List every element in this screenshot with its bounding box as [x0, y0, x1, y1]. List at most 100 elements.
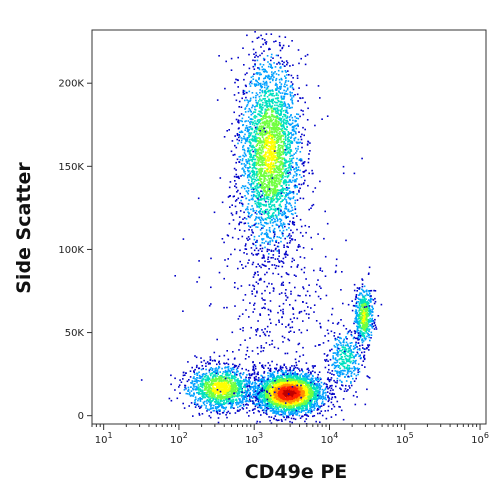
event-dot	[271, 141, 273, 143]
event-dot	[295, 179, 297, 182]
event-dot	[268, 194, 271, 196]
event-dot	[254, 135, 257, 137]
event-dot	[302, 162, 305, 165]
event-dot	[305, 84, 308, 87]
event-dot	[278, 138, 280, 140]
event-dot	[282, 135, 285, 137]
event-dot	[298, 183, 300, 186]
event-dot	[275, 88, 277, 90]
event-dot	[267, 198, 270, 201]
event-dot	[274, 119, 277, 121]
event-dot	[260, 278, 262, 281]
event-dot	[285, 60, 288, 62]
event-dot	[275, 115, 277, 118]
event-dot	[274, 159, 276, 162]
event-dot	[270, 410, 273, 412]
event-dot	[278, 122, 280, 124]
event-dot	[245, 218, 248, 220]
event-dot	[261, 52, 263, 55]
event-dot	[278, 174, 281, 177]
event-dot	[257, 373, 259, 376]
event-dot	[252, 158, 255, 161]
event-dot	[298, 158, 301, 161]
event-dot	[237, 189, 239, 192]
event-dot	[307, 411, 309, 414]
event-dot	[252, 162, 255, 165]
event-dot	[264, 187, 266, 190]
event-dot	[277, 191, 280, 194]
event-dot	[258, 206, 261, 209]
event-dot	[263, 198, 266, 201]
event-dot	[270, 106, 273, 108]
event-dot	[284, 81, 287, 84]
event-dot	[275, 189, 278, 192]
event-dot	[285, 110, 288, 113]
event-dot	[280, 96, 283, 99]
event-dot	[290, 98, 292, 101]
event-dot	[265, 411, 268, 413]
event-dot	[319, 386, 321, 389]
event-dot	[305, 169, 307, 172]
event-dot	[239, 221, 241, 224]
event-dot	[273, 149, 276, 151]
event-dot	[331, 393, 334, 395]
event-dot	[254, 150, 256, 152]
event-dot	[316, 392, 318, 394]
event-dot	[264, 393, 266, 395]
event-dot	[271, 201, 274, 203]
event-dot	[263, 145, 265, 147]
event-dot	[264, 218, 267, 220]
event-dot	[247, 102, 250, 104]
event-dot	[324, 398, 326, 400]
event-dot	[273, 138, 276, 141]
event-dot	[265, 265, 267, 267]
event-dot	[291, 142, 293, 144]
event-dot	[312, 203, 315, 206]
event-dot	[277, 413, 280, 415]
event-dot	[249, 99, 252, 101]
event-dot	[266, 234, 269, 236]
event-dot	[292, 197, 294, 200]
event-dot	[283, 192, 285, 194]
event-dot	[252, 209, 255, 212]
event-dot	[267, 85, 270, 88]
event-dot	[233, 167, 236, 170]
event-dot	[268, 94, 270, 96]
event-dot	[266, 106, 268, 109]
event-dot	[268, 145, 271, 148]
event-dot	[268, 132, 271, 134]
event-dot	[261, 185, 263, 188]
event-dot	[267, 156, 270, 159]
event-dot	[269, 135, 271, 137]
event-dot	[255, 72, 257, 75]
event-dot	[284, 203, 287, 206]
event-dot	[274, 220, 277, 223]
event-dot	[260, 221, 262, 224]
event-dot	[261, 404, 263, 406]
event-dot	[303, 403, 305, 405]
event-dot	[249, 126, 252, 128]
event-dot	[256, 226, 259, 228]
event-dot	[303, 389, 306, 392]
event-dot	[276, 236, 279, 238]
event-dot	[284, 164, 286, 167]
event-dot	[283, 246, 285, 248]
event-dot	[280, 112, 282, 114]
event-dot	[302, 354, 305, 356]
event-dot	[305, 418, 308, 420]
event-dot	[277, 258, 279, 260]
event-dot	[278, 226, 280, 229]
event-dot	[270, 172, 272, 174]
event-dot	[262, 122, 264, 125]
event-dot	[279, 110, 282, 113]
event-dot	[223, 136, 226, 138]
event-dot	[258, 68, 261, 71]
event-dot	[261, 190, 264, 193]
event-dot	[251, 170, 254, 173]
event-dot	[269, 164, 272, 166]
event-dot	[263, 213, 265, 215]
event-dot	[273, 183, 275, 186]
event-dot	[235, 118, 238, 121]
event-dot	[265, 194, 267, 196]
event-dot	[237, 142, 239, 145]
